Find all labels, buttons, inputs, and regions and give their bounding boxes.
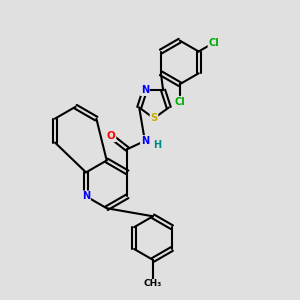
Text: N: N	[141, 85, 149, 95]
Text: N: N	[141, 136, 149, 146]
Text: S: S	[150, 113, 158, 123]
Text: H: H	[153, 140, 161, 150]
Text: N: N	[82, 191, 90, 201]
Text: O: O	[107, 131, 116, 141]
Text: CH₃: CH₃	[144, 279, 162, 288]
Text: Cl: Cl	[174, 97, 185, 107]
Text: Cl: Cl	[208, 38, 219, 48]
